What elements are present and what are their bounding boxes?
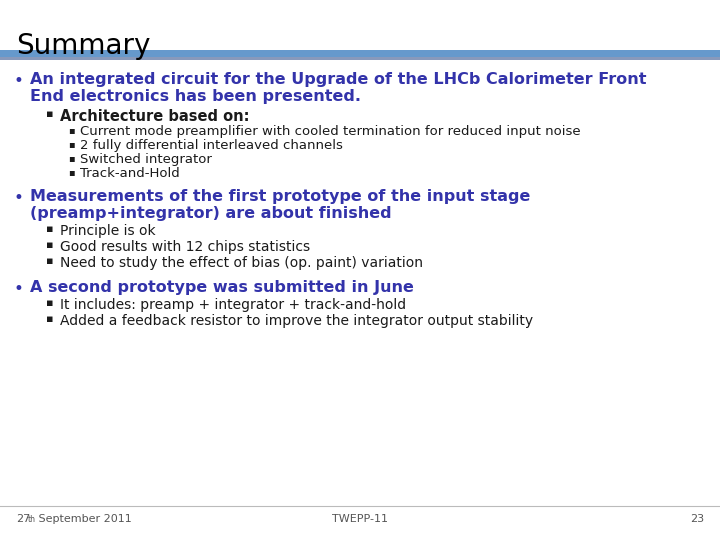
Text: Track-and-Hold: Track-and-Hold xyxy=(80,167,180,180)
Text: ▪: ▪ xyxy=(68,153,75,163)
Text: Measurements of the first prototype of the input stage: Measurements of the first prototype of t… xyxy=(30,189,531,204)
Text: ▪: ▪ xyxy=(46,256,53,266)
Text: ▪: ▪ xyxy=(46,224,53,234)
Text: ▪: ▪ xyxy=(68,167,75,177)
Text: ▪: ▪ xyxy=(46,298,53,308)
Bar xyxy=(0,50,720,57)
Text: TWEPP-11: TWEPP-11 xyxy=(332,514,388,524)
Text: Principle is ok: Principle is ok xyxy=(60,224,156,238)
Text: •: • xyxy=(14,72,24,90)
Text: •: • xyxy=(14,189,24,207)
Text: ▪: ▪ xyxy=(46,109,53,119)
Text: An integrated circuit for the Upgrade of the LHCb Calorimeter Front: An integrated circuit for the Upgrade of… xyxy=(30,72,647,87)
Text: Need to study the effect of bias (op. paint) variation: Need to study the effect of bias (op. pa… xyxy=(60,256,423,270)
Text: End electronics has been presented.: End electronics has been presented. xyxy=(30,89,361,104)
Text: Switched integrator: Switched integrator xyxy=(80,153,212,166)
Text: 2 fully differential interleaved channels: 2 fully differential interleaved channel… xyxy=(80,139,343,152)
Text: September 2011: September 2011 xyxy=(35,514,132,524)
Text: A second prototype was submitted in June: A second prototype was submitted in June xyxy=(30,280,414,295)
Text: ▪: ▪ xyxy=(68,139,75,149)
Bar xyxy=(0,57,720,60)
Text: 23: 23 xyxy=(690,514,704,524)
Text: ▪: ▪ xyxy=(68,125,75,135)
Text: 27: 27 xyxy=(16,514,30,524)
Text: It includes: preamp + integrator + track-and-hold: It includes: preamp + integrator + track… xyxy=(60,298,406,312)
Text: Summary: Summary xyxy=(16,32,150,60)
Text: Good results with 12 chips statistics: Good results with 12 chips statistics xyxy=(60,240,310,254)
Text: Added a feedback resistor to improve the integrator output stability: Added a feedback resistor to improve the… xyxy=(60,314,533,328)
Text: Current mode preamplifier with cooled termination for reduced input noise: Current mode preamplifier with cooled te… xyxy=(80,125,580,138)
Text: •: • xyxy=(14,280,24,298)
Text: (preamp+integrator) are about finished: (preamp+integrator) are about finished xyxy=(30,206,392,221)
Text: ▪: ▪ xyxy=(46,314,53,324)
Text: Architecture based on:: Architecture based on: xyxy=(60,109,250,124)
Text: ▪: ▪ xyxy=(46,240,53,250)
Text: th: th xyxy=(28,515,36,524)
